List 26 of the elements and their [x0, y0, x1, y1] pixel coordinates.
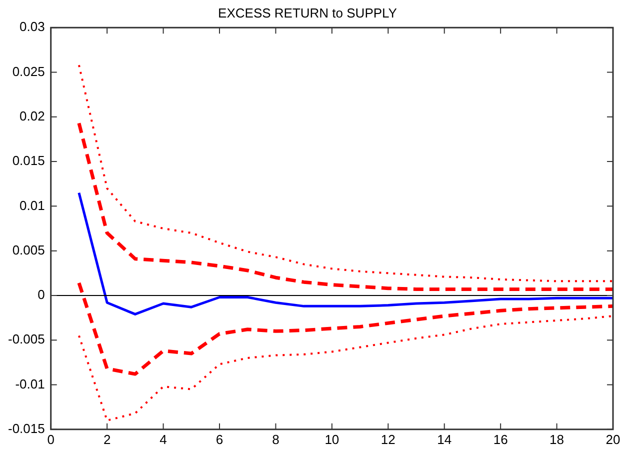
- x-tick-label: 20: [606, 432, 620, 447]
- y-tick-label: 0: [38, 287, 45, 302]
- y-tick-label: 0.01: [20, 198, 45, 213]
- line-series: [78, 64, 613, 282]
- x-tick-label: 18: [550, 432, 564, 447]
- x-tick-label: 0: [47, 432, 54, 447]
- x-tick-label: 6: [216, 432, 224, 447]
- y-tick-label: -0.015: [8, 420, 45, 436]
- y-tick-label: -0.005: [8, 332, 45, 347]
- y-tick-label: -0.01: [15, 376, 45, 392]
- x-tick-label: 12: [380, 432, 396, 447]
- line-series: [77, 121, 613, 291]
- x-tick-label: 14: [437, 432, 452, 447]
- x-tick-label: 4: [160, 432, 167, 447]
- line-series: [77, 281, 613, 376]
- x-tick-label: 8: [272, 432, 280, 447]
- line-series: [78, 315, 613, 422]
- y-tick-label: 0.025: [12, 64, 45, 79]
- x-tick-label: 16: [493, 432, 508, 447]
- x-tick-label: 10: [324, 432, 340, 447]
- x-tick-label: 2: [103, 432, 111, 447]
- y-tick-label: 0.02: [20, 108, 45, 124]
- chart-title: EXCESS RETURN to SUPPLY: [218, 5, 398, 20]
- y-tick-label: 0.015: [12, 153, 45, 168]
- y-tick-label: 0.03: [20, 19, 45, 34]
- y-tick-label: 0.005: [12, 242, 45, 258]
